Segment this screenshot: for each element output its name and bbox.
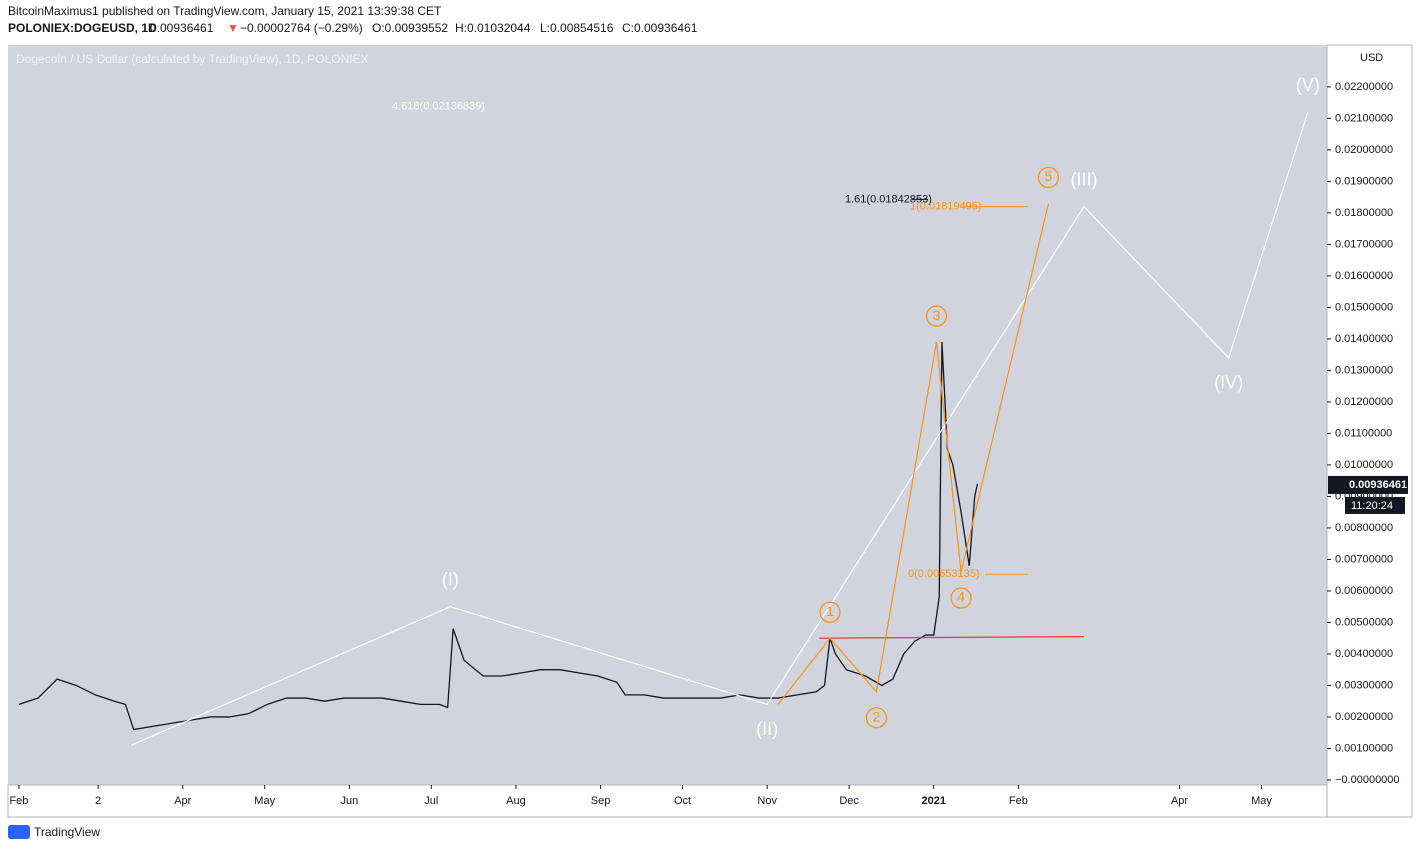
y-tick-label: 0.00100000 [1335,742,1393,754]
wave-label: 4 [957,589,965,605]
wave-line [777,203,1050,705]
x-tick-label: May [1251,795,1272,807]
support-line [819,636,1084,639]
wave-label: (IV) [1214,373,1243,393]
y-tick-label: 0.00700000 [1335,553,1393,565]
y-tick-label: 0.02200000 [1335,81,1393,93]
x-tick-label: Feb [9,795,28,807]
low: L:0.00854516 [540,21,614,35]
time-axis [7,784,1328,818]
wave-circle [865,707,888,729]
y-tick-label: 0.01400000 [1335,333,1393,345]
logo [8,825,30,839]
x-tick-label: May [254,795,275,807]
y-tick-label: 0.01700000 [1335,238,1393,250]
x-tick-label: Nov [757,795,777,807]
wave-line [130,111,1309,746]
wave-label: 1 [826,603,834,619]
y-tick-label: 0.01600000 [1335,270,1393,282]
unit: USD [1360,52,1383,64]
y-tick-label: 0.01100000 [1335,427,1392,439]
change-arrow: ▼ [227,21,239,35]
y-tick-label: 0.00500000 [1335,616,1393,628]
y-tick-label: 0.00800000 [1335,522,1393,534]
x-tick-label: Feb [1009,795,1028,807]
y-tick-label: 0.01800000 [1335,207,1393,219]
y-tick-label: 0.01900000 [1335,175,1393,187]
fib-label: 1(0.01819495) [910,201,982,213]
wave-label: 3 [933,307,941,323]
y-tick-label: 0.01000000 [1335,459,1393,471]
last-price: 0.00936461 [150,21,214,35]
y-tick-label: 0.00400000 [1335,648,1393,660]
countdown-bg [1345,496,1405,514]
x-tick-label: Dec [839,795,859,807]
wave-label: (I) [442,569,459,589]
wave-label: (III) [1070,169,1097,189]
wave-circle [1037,166,1060,189]
plot-background [8,45,1327,785]
x-tick-label: Apr [174,795,191,807]
chart-title: Dogecoin / US Dollar (calculated by Trad… [16,52,369,66]
wave-label: (II) [756,719,778,739]
wave-label: (V) [1296,75,1320,95]
wave-circle [925,305,948,327]
y-tick-label: 0.01300000 [1335,364,1393,376]
x-tick-label: 2 [95,795,101,807]
wave-circle [950,587,972,609]
wave-label: 2 [873,708,881,724]
y-tick-label: 0.00600000 [1335,585,1393,597]
fib-label: 1.61(0.01842853) [845,193,932,205]
price-tag [1328,475,1408,494]
x-tick-label: Aug [506,795,526,807]
countdown: 11:20:24 [1351,500,1393,512]
wave-label: 5 [1045,168,1053,184]
price-axis [1326,44,1413,818]
fib-label: 0(0.00653135) [908,568,980,580]
x-tick-label: Jul [424,795,438,807]
x-tick-label: Apr [1171,795,1188,807]
y-tick-label: 0.00200000 [1335,711,1393,723]
x-tick-label: Jun [340,795,358,807]
y-tick-label: −0.00000000 [1335,774,1400,786]
price-tag-label: 0.00936461 [1349,479,1407,491]
y-tick-label: 0.01500000 [1335,301,1393,313]
close: C:0.00936461 [622,21,698,35]
x-tick-label: Sep [591,795,611,807]
wave-circle [819,601,841,623]
x-tick-label: Oct [674,795,691,807]
y-tick-label: 0.02000000 [1335,144,1393,156]
symbol: POLONIEX:DOGEUSD, 1D [8,21,157,35]
x-tick-label: 2021 [922,795,946,807]
open: O:0.00939552 [372,21,448,35]
y-tick-label: 0.02100000 [1335,112,1393,124]
y-tick-label: 0.01200000 [1335,396,1393,408]
change: −0.00002764 (−0.29%) [240,21,363,35]
publisher: BitcoinMaximus1 published on TradingView… [8,4,442,18]
fib-label: 4.618(0.02136839) [392,101,485,113]
price-line [18,342,979,731]
high: H:0.01032044 [455,21,531,35]
brand: TradingView [34,825,100,839]
y-tick-label: 0.00300000 [1335,679,1393,691]
